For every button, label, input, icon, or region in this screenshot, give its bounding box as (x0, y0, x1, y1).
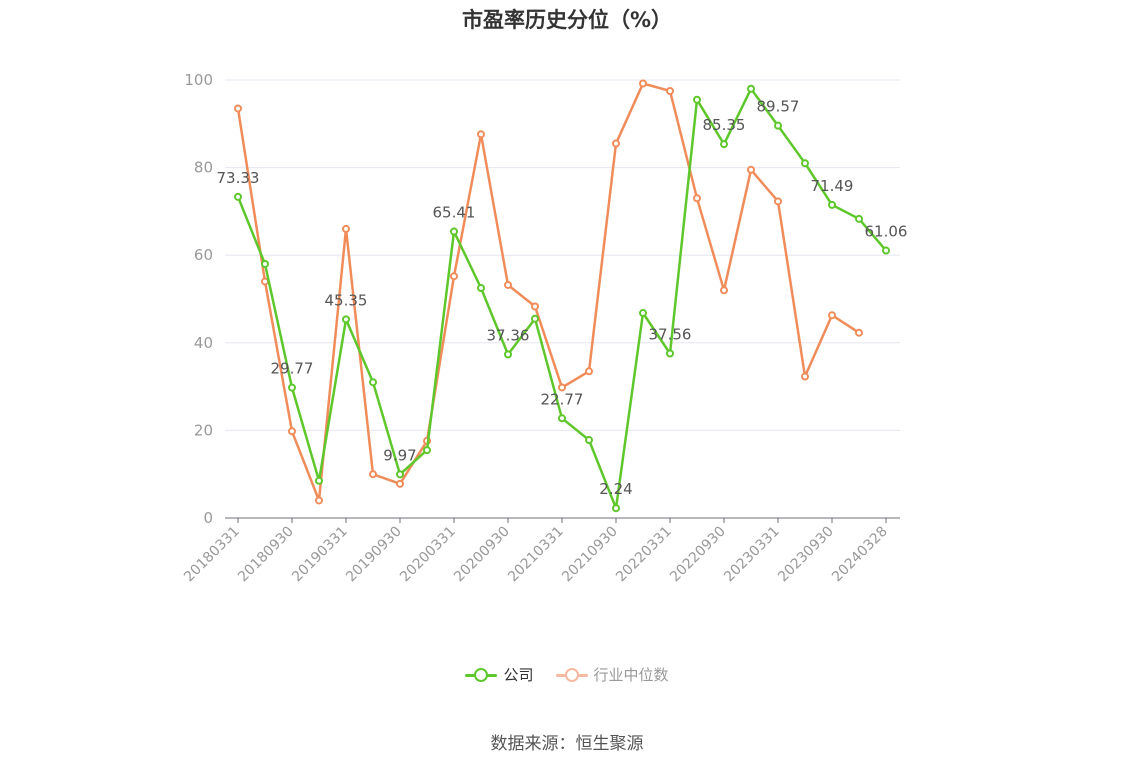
data-point-company (504, 350, 512, 359)
data-point-industry (531, 302, 539, 311)
data-point-company (747, 84, 755, 93)
data-point-company (261, 259, 269, 268)
data-point-industry (612, 139, 620, 148)
data-label-company: 89.57 (757, 98, 800, 116)
y-tick-label: 60 (194, 246, 213, 264)
data-point-industry (747, 165, 755, 174)
data-point-company (423, 446, 431, 455)
data-point-industry (477, 130, 485, 139)
data-point-company (801, 159, 809, 168)
x-tick-label: 20200331 (397, 524, 459, 586)
data-point-industry (315, 496, 323, 505)
grid-lines (225, 79, 900, 431)
y-tick-label: 100 (184, 71, 213, 89)
data-point-company (450, 227, 458, 236)
x-tick-label: 20230331 (721, 524, 783, 586)
y-tick-label: 40 (194, 334, 213, 352)
data-point-company (288, 383, 296, 392)
x-tick-label: 20240328 (829, 524, 891, 586)
x-tick-label: 20210930 (559, 524, 621, 586)
data-point-industry (558, 383, 566, 392)
data-label-company: 85.35 (703, 116, 746, 134)
data-point-industry (720, 286, 728, 295)
series-lines (234, 79, 890, 513)
x-tick-label: 20190930 (343, 524, 405, 586)
y-tick-label: 0 (203, 509, 213, 527)
source-note: 数据来源：恒生聚源 (490, 734, 644, 754)
axes: 0 20 40 60 80 100 2018033120180930201903312019… (181, 71, 900, 585)
data-point-industry (666, 86, 674, 95)
data-label-company: 37.36 (487, 326, 530, 344)
data-point-company (585, 436, 593, 445)
data-point-company (234, 192, 242, 201)
x-tick-label: 20200930 (451, 524, 513, 586)
x-tick-label: 20180331 (181, 524, 243, 586)
legend-item-company[interactable]: 公司 (465, 664, 534, 685)
data-point-company (477, 284, 485, 293)
data-point-industry (450, 272, 458, 281)
data-point-industry (774, 197, 782, 206)
y-tick-label: 80 (194, 159, 213, 177)
data-label-company: 65.41 (433, 204, 476, 222)
data-point-company (882, 246, 890, 255)
legend-label-industry: 行业中位数 (593, 666, 669, 684)
data-point-industry (369, 470, 377, 479)
data-label-company: 9.97 (383, 446, 416, 464)
data-point-industry (801, 372, 809, 381)
data-point-company (369, 378, 377, 387)
data-point-industry (234, 104, 242, 113)
chart-title: 市盈率历史分位（%） (461, 8, 673, 32)
data-point-industry (828, 311, 836, 320)
legend-label-company: 公司 (503, 666, 534, 684)
x-tick-label: 20220930 (667, 524, 729, 586)
legend-company-icon (465, 667, 498, 682)
data-point-company (855, 214, 863, 223)
data-point-company (342, 315, 350, 324)
data-label-company: 61.06 (865, 223, 908, 241)
data-point-company (396, 470, 404, 479)
data-label-company: 37.56 (649, 325, 692, 343)
data-point-industry (342, 224, 350, 233)
series-line-industry (236, 82, 860, 502)
data-point-industry (639, 79, 647, 88)
x-tick-label: 20230930 (775, 524, 837, 586)
data-point-industry (396, 479, 404, 488)
data-point-industry (855, 328, 863, 337)
data-point-company (774, 121, 782, 130)
y-tick-label: 20 (194, 421, 213, 439)
data-point-industry (504, 280, 512, 289)
data-point-company (720, 140, 728, 149)
data-point-company (666, 349, 674, 358)
data-label-company: 29.77 (271, 360, 314, 378)
x-tick-label: 20180930 (235, 524, 297, 586)
data-label-company: 22.77 (541, 390, 584, 408)
data-point-industry (585, 367, 593, 376)
data-point-company (693, 95, 701, 104)
data-point-company (531, 314, 539, 323)
data-label-company: 2.24 (599, 480, 632, 498)
data-labels: 73.33 29.77 45.35 9.97 65.41 37.36 22.77 2.24 37… (217, 98, 908, 499)
data-point-industry (288, 427, 296, 436)
x-tick-label: 20210331 (505, 524, 567, 586)
data-point-company (828, 200, 836, 209)
legend: 公司 行业中位数 (0, 664, 1134, 685)
x-tick-label: 20190331 (289, 524, 351, 586)
data-point-company (315, 476, 323, 485)
x-tick-label: 20220331 (613, 524, 675, 586)
data-point-industry (693, 194, 701, 203)
data-label-company: 71.49 (811, 177, 854, 195)
data-point-company (558, 414, 566, 423)
data-point-company (639, 309, 647, 318)
legend-industry-icon (555, 667, 588, 682)
legend-item-industry[interactable]: 行业中位数 (555, 664, 669, 685)
data-label-company: 73.33 (217, 169, 260, 187)
data-label-company: 45.35 (325, 291, 368, 309)
data-point-company (612, 504, 620, 513)
